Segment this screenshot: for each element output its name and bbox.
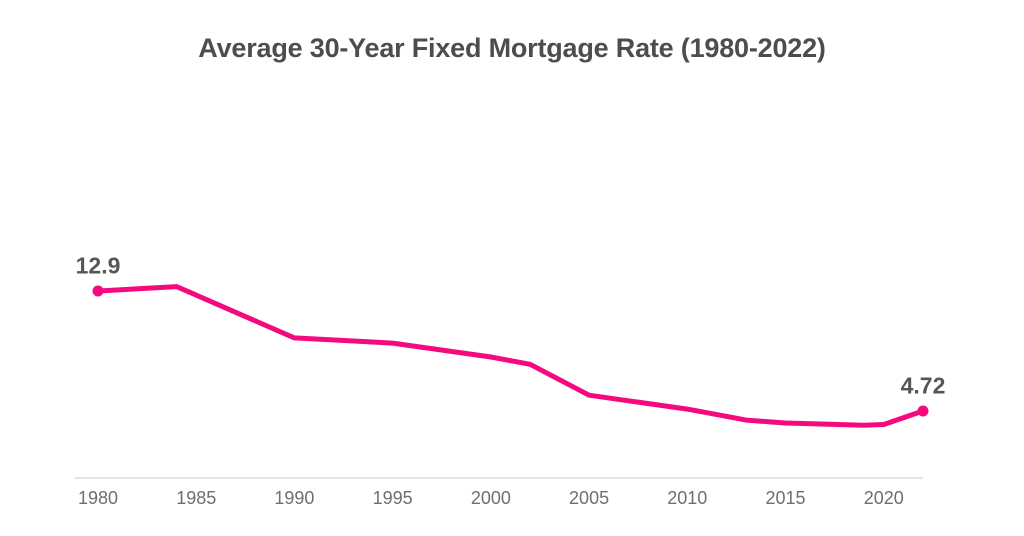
x-tick-label: 2010	[667, 488, 707, 508]
x-tick-label: 2015	[765, 488, 805, 508]
data-point-label: 12.9	[76, 253, 121, 279]
rate-line	[95, 284, 926, 428]
data-point-marker	[92, 285, 104, 297]
x-tick-label: 1980	[78, 488, 118, 508]
data-point-marker	[917, 405, 929, 417]
data-point-label: 4.72	[901, 373, 946, 399]
x-tick-label: 1995	[373, 488, 413, 508]
chart-title: Average 30-Year Fixed Mortgage Rate (198…	[198, 33, 826, 63]
x-tick-label: 1990	[274, 488, 314, 508]
x-tick-label: 2005	[569, 488, 609, 508]
x-tick-label: 1985	[176, 488, 216, 508]
x-tick-label: 2000	[471, 488, 511, 508]
x-tick-label: 2020	[864, 488, 904, 508]
